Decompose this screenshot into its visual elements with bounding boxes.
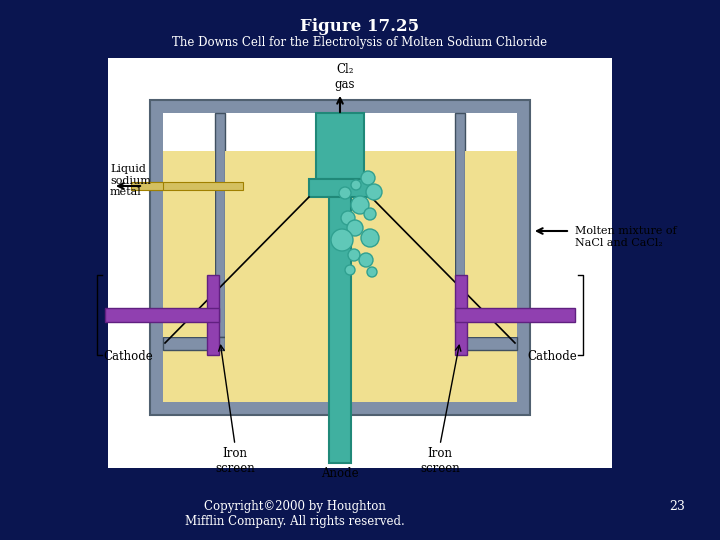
Bar	[309, 179, 371, 197]
Circle shape	[367, 267, 377, 277]
Bar	[225, 151, 455, 402]
Circle shape	[366, 184, 382, 200]
Text: Copyright©2000 by Houghton
Mifflin Company. All rights reserved.: Copyright©2000 by Houghton Mifflin Compa…	[185, 500, 405, 528]
Bar	[163, 151, 215, 337]
Bar	[455, 113, 465, 337]
Circle shape	[339, 187, 351, 199]
Text: Molten mixture of
NaCl and CaCl₂: Molten mixture of NaCl and CaCl₂	[575, 226, 677, 248]
Circle shape	[351, 180, 361, 190]
Text: Figure 17.25: Figure 17.25	[300, 18, 420, 35]
Bar	[215, 113, 225, 337]
Circle shape	[348, 249, 360, 261]
Circle shape	[341, 211, 355, 225]
Circle shape	[361, 229, 379, 247]
Bar	[148, 182, 243, 190]
Text: Cathode: Cathode	[527, 350, 577, 363]
Bar	[163, 113, 517, 151]
Circle shape	[351, 196, 369, 214]
Bar	[163, 337, 225, 350]
Bar	[465, 151, 517, 337]
Circle shape	[361, 171, 375, 185]
Circle shape	[345, 265, 355, 275]
Circle shape	[364, 208, 376, 220]
Bar	[455, 308, 575, 322]
Bar	[150, 100, 530, 415]
Text: Cathode: Cathode	[103, 350, 153, 363]
Circle shape	[359, 253, 373, 267]
Text: Anode: Anode	[321, 467, 359, 480]
Text: Liquid
sodium
metal: Liquid sodium metal	[110, 164, 151, 197]
Bar	[207, 275, 219, 355]
Text: 23: 23	[669, 500, 685, 513]
Bar	[131, 182, 163, 190]
Bar	[329, 197, 351, 463]
Circle shape	[331, 229, 353, 251]
Text: The Downs Cell for the Electrolysis of Molten Sodium Chloride: The Downs Cell for the Electrolysis of M…	[172, 36, 548, 49]
Bar	[163, 151, 517, 402]
Bar	[316, 113, 364, 179]
Text: Cl₂
gas: Cl₂ gas	[335, 63, 355, 91]
Bar	[105, 308, 219, 322]
Text: Iron
screen: Iron screen	[420, 447, 460, 475]
Bar	[108, 58, 612, 468]
Text: Iron
screen: Iron screen	[215, 447, 255, 475]
Bar	[455, 337, 517, 350]
Bar	[455, 275, 467, 355]
Circle shape	[347, 220, 363, 236]
